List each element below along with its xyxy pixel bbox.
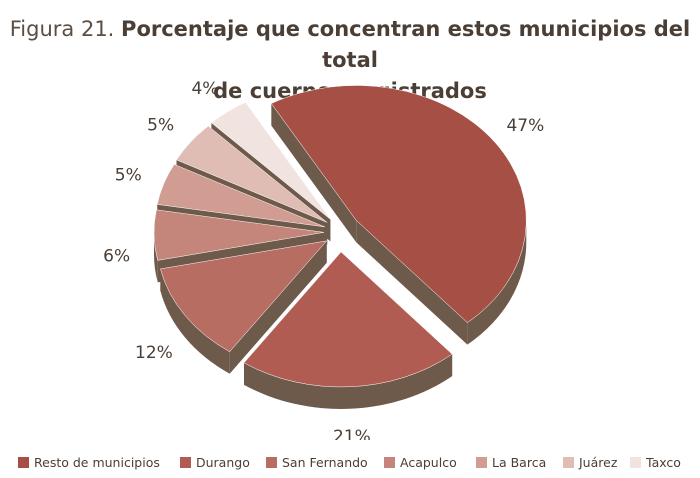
- title-main: Porcentaje que concentran estos municipi…: [121, 17, 691, 72]
- label-juarez: 5%: [147, 115, 174, 135]
- legend-swatch-la-barca: [476, 456, 487, 468]
- slice-taxco: [210, 102, 331, 220]
- legend-swatch-durango: [180, 456, 191, 468]
- figure-number: Figura 21.: [9, 17, 115, 41]
- legend-item-durango: Durango: [180, 452, 250, 472]
- slice-side-san-fernando: [160, 268, 230, 374]
- legend-label-acapulco: Acapulco: [400, 454, 457, 470]
- slice-side-resto-de-municipios: [467, 220, 527, 345]
- slice-la-barca: [156, 164, 325, 228]
- label-san-fernando: 12%: [135, 343, 173, 363]
- legend-item-acapulco: Acapulco: [384, 452, 457, 472]
- legend-label-la-barca: La Barca: [492, 454, 547, 470]
- chart-legend: Resto de municipios Durango San Fernando Ac…: [0, 452, 700, 472]
- slice-side-acapulco: [154, 232, 158, 283]
- slice-wall-end-resto-de-municipios: [356, 220, 468, 345]
- legend-label-san-fernando: San Fernando: [282, 454, 368, 470]
- label-la-barca: 5%: [115, 165, 142, 185]
- legend-swatch-juarez: [563, 456, 574, 468]
- slice-wall-start-san-fernando: [229, 240, 327, 374]
- label-resto-de-municipios: 47%: [506, 116, 544, 136]
- legend-swatch-acapulco: [384, 456, 395, 468]
- pie-slices: [153, 85, 527, 388]
- legend-item-taxco: Taxco: [630, 452, 681, 472]
- slice-side-durango: [244, 354, 453, 409]
- slice-juarez: [176, 125, 328, 223]
- legend-item-san-fernando: San Fernando: [266, 452, 368, 472]
- legend-swatch-resto-de-municipios: [18, 456, 29, 468]
- legend-item-juarez: Juárez: [563, 452, 617, 472]
- legend-label-taxco: Taxco: [646, 454, 681, 470]
- label-taxco: 4%: [191, 79, 218, 99]
- legend-swatch-san-fernando: [266, 456, 277, 468]
- chart-title: Figura 21. Porcentaje que concentran est…: [0, 14, 700, 107]
- legend-label-juarez: Juárez: [579, 454, 618, 470]
- slice-acapulco: [153, 209, 325, 261]
- legend-item-resto-de-municipios: Resto de municipios: [18, 452, 160, 472]
- pie-chart: 47% 21% 12% 6% 5% 5% 4%: [103, 79, 544, 440]
- slice-durango: [243, 251, 453, 388]
- label-acapulco: 6%: [103, 247, 130, 267]
- legend-item-la-barca: La Barca: [476, 452, 546, 472]
- slice-wall-start-resto-de-municipios: [271, 103, 357, 243]
- label-durango: 21%: [333, 427, 371, 440]
- legend-swatch-taxco: [630, 456, 641, 468]
- slice-resto-de-municipios: [270, 85, 527, 323]
- legend-label-durango: Durango: [196, 454, 250, 470]
- slice-san-fernando: [160, 240, 328, 353]
- legend-label-resto-de-municipios: Resto de municipios: [34, 454, 160, 470]
- pie-value-labels: 47% 21% 12% 6% 5% 5% 4%: [103, 79, 544, 440]
